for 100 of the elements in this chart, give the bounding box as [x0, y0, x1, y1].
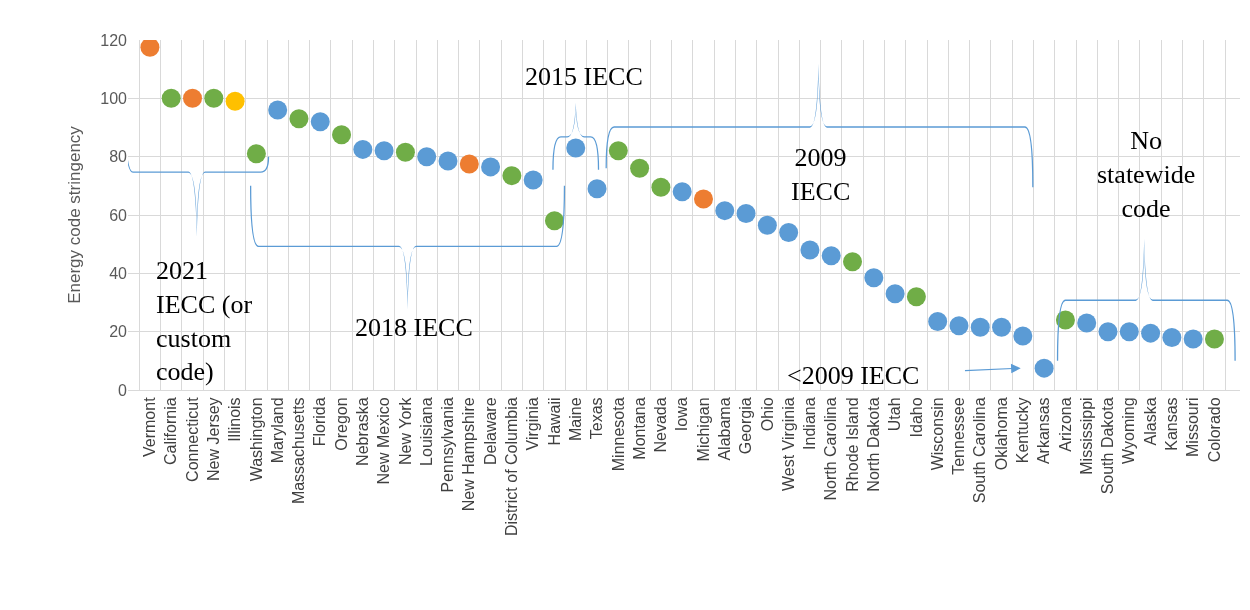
point [1013, 326, 1033, 346]
x-tick-label: Oregon [332, 397, 350, 451]
x-tick-label: Louisiana [417, 397, 435, 466]
x-tick-label: Idaho [907, 397, 925, 438]
point [821, 246, 841, 266]
y-tick-label: 80 [109, 148, 128, 166]
point [1141, 323, 1161, 343]
point [544, 211, 564, 231]
y-tick-label: 20 [109, 323, 128, 341]
point [204, 88, 224, 108]
x-tick-label: Missouri [1184, 397, 1202, 457]
point [928, 311, 948, 331]
x-tick-label: Arizona [1056, 397, 1074, 452]
point [417, 147, 437, 167]
x-tick-label: Washington [247, 397, 265, 482]
point [1204, 329, 1224, 349]
x-tick-label: Kansas [1163, 397, 1181, 451]
point [1162, 328, 1182, 347]
x-tick-label: Minnesota [609, 397, 627, 472]
x-tick-label: Hawaii [545, 397, 563, 446]
point [246, 144, 266, 164]
point [970, 317, 990, 337]
x-tick-label: Tennessee [950, 397, 968, 475]
x-tick-label: Maryland [268, 397, 286, 464]
x-tick-label: Mississippi [1077, 397, 1095, 475]
x-tick-label: Delaware [481, 397, 499, 465]
x-tick-label: Texas [588, 397, 606, 440]
x-tick-label: New Jersey [205, 397, 222, 481]
point [438, 151, 458, 171]
y-tick-label: 60 [109, 206, 128, 224]
x-tick-label: California [162, 397, 180, 465]
point [885, 284, 905, 304]
point [566, 138, 586, 158]
point [459, 154, 479, 174]
x-tick-label: South Dakota [1099, 397, 1117, 495]
point [1077, 313, 1097, 333]
point [864, 268, 884, 288]
x-tick-label: Maine [566, 397, 584, 441]
point [949, 316, 969, 336]
y-tick-label: 0 [118, 381, 128, 399]
point [992, 317, 1012, 337]
x-tick-label: Alabama [715, 397, 733, 461]
x-tick-label: Arkansas [1035, 397, 1053, 465]
point [800, 240, 820, 260]
point [779, 223, 799, 242]
annotation: 2021 IECC (or custom code) [156, 256, 253, 387]
x-tick-label: Wisconsin [928, 397, 946, 471]
x-tick-label: Kentucky [1014, 397, 1032, 464]
x-tick-label: Indiana [801, 397, 819, 450]
point [523, 170, 543, 190]
x-tick-label: New Hampshire [460, 397, 478, 512]
x-tick-label: Montana [630, 397, 648, 460]
x-tick-label: New York [396, 396, 414, 465]
point [310, 112, 330, 132]
point [395, 142, 415, 162]
point [843, 252, 863, 272]
x-tick-label: District of Columbia [503, 397, 521, 537]
x-tick-label: Florida [311, 397, 329, 447]
x-tick-label: Alaska [1141, 397, 1159, 446]
y-tick-label: 100 [100, 89, 128, 107]
point [587, 179, 607, 199]
x-tick-label: North Carolina [822, 397, 840, 501]
x-tick-label: Michigan [694, 397, 712, 462]
x-tick-label: New Mexico [375, 397, 393, 485]
annotation: 2018 IECC [355, 313, 473, 342]
x-tick-label: Iowa [673, 397, 691, 432]
annotation: <2009 IECC [787, 361, 920, 390]
x-tick-label: Massachusetts [290, 397, 308, 505]
x-tick-label: Connecticut [183, 396, 201, 482]
annotation: No statewide code [1097, 126, 1196, 223]
x-tick-label: Oklahoma [992, 397, 1010, 471]
point [225, 91, 245, 111]
x-tick-label: Colorado [1205, 397, 1223, 463]
x-tick-label: South Carolina [971, 397, 989, 504]
point [268, 100, 288, 120]
point [1119, 322, 1139, 342]
point [1183, 329, 1203, 349]
point [630, 158, 650, 178]
x-tick-label: Wyoming [1120, 397, 1138, 464]
x-tick-label: Illinois [226, 397, 244, 442]
point [1034, 358, 1054, 378]
x-tick-label: Ohio [758, 397, 776, 432]
point [906, 287, 926, 307]
annotation: 2009 IECC [791, 143, 851, 206]
x-tick-label: Utah [886, 397, 904, 432]
point [672, 182, 692, 202]
point [161, 88, 181, 108]
point [736, 204, 756, 224]
point [1055, 310, 1075, 330]
x-tick-label: Vermont [141, 396, 159, 457]
x-tick-label: Rhode Island [843, 397, 861, 492]
point [608, 141, 628, 161]
x-tick-label: North Dakota [865, 397, 882, 492]
x-tick-label: Nebraska [354, 397, 372, 466]
annotation: 2015 IECC [525, 62, 643, 91]
point [715, 201, 735, 221]
point [332, 125, 352, 145]
x-tick-label: Virginia [524, 397, 542, 451]
x-tick-label: West Virginia [779, 397, 797, 492]
point [481, 157, 501, 177]
